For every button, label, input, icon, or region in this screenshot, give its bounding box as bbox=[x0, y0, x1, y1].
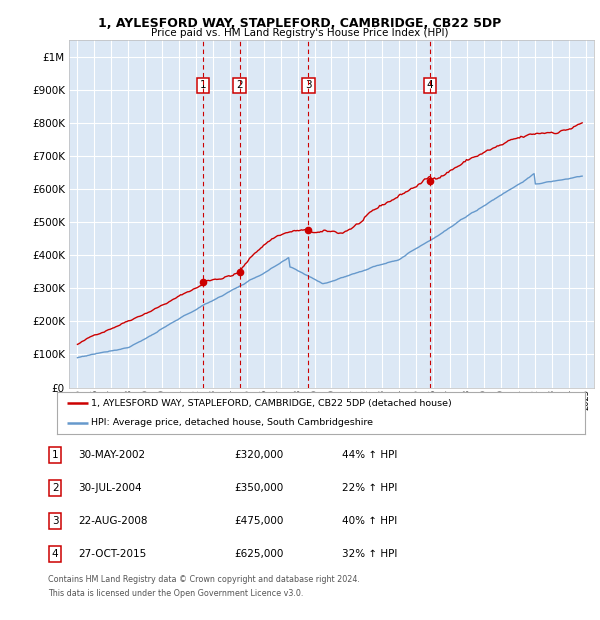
Text: 2: 2 bbox=[52, 483, 59, 494]
Text: 1: 1 bbox=[52, 450, 59, 461]
Text: 27-OCT-2015: 27-OCT-2015 bbox=[78, 549, 146, 559]
Text: Contains HM Land Registry data © Crown copyright and database right 2024.: Contains HM Land Registry data © Crown c… bbox=[48, 575, 360, 585]
Text: 32% ↑ HPI: 32% ↑ HPI bbox=[342, 549, 397, 559]
Text: 22-AUG-2008: 22-AUG-2008 bbox=[78, 516, 148, 526]
Text: 3: 3 bbox=[52, 516, 59, 526]
Text: £625,000: £625,000 bbox=[234, 549, 283, 559]
Text: 30-MAY-2002: 30-MAY-2002 bbox=[78, 450, 145, 461]
Text: 2: 2 bbox=[236, 81, 243, 91]
Text: 3: 3 bbox=[305, 81, 312, 91]
Text: 4: 4 bbox=[427, 81, 434, 91]
Text: 4: 4 bbox=[52, 549, 59, 559]
Text: 44% ↑ HPI: 44% ↑ HPI bbox=[342, 450, 397, 461]
Text: HPI: Average price, detached house, South Cambridgeshire: HPI: Average price, detached house, Sout… bbox=[91, 418, 373, 427]
Text: £320,000: £320,000 bbox=[234, 450, 283, 461]
Text: 40% ↑ HPI: 40% ↑ HPI bbox=[342, 516, 397, 526]
Text: Price paid vs. HM Land Registry's House Price Index (HPI): Price paid vs. HM Land Registry's House … bbox=[151, 28, 449, 38]
Text: 30-JUL-2004: 30-JUL-2004 bbox=[78, 483, 142, 494]
Text: 1: 1 bbox=[200, 81, 206, 91]
Text: This data is licensed under the Open Government Licence v3.0.: This data is licensed under the Open Gov… bbox=[48, 589, 304, 598]
Text: £350,000: £350,000 bbox=[234, 483, 283, 494]
Text: £475,000: £475,000 bbox=[234, 516, 283, 526]
Text: 1, AYLESFORD WAY, STAPLEFORD, CAMBRIDGE, CB22 5DP (detached house): 1, AYLESFORD WAY, STAPLEFORD, CAMBRIDGE,… bbox=[91, 399, 452, 408]
Text: 22% ↑ HPI: 22% ↑ HPI bbox=[342, 483, 397, 494]
Text: 1, AYLESFORD WAY, STAPLEFORD, CAMBRIDGE, CB22 5DP: 1, AYLESFORD WAY, STAPLEFORD, CAMBRIDGE,… bbox=[98, 17, 502, 30]
